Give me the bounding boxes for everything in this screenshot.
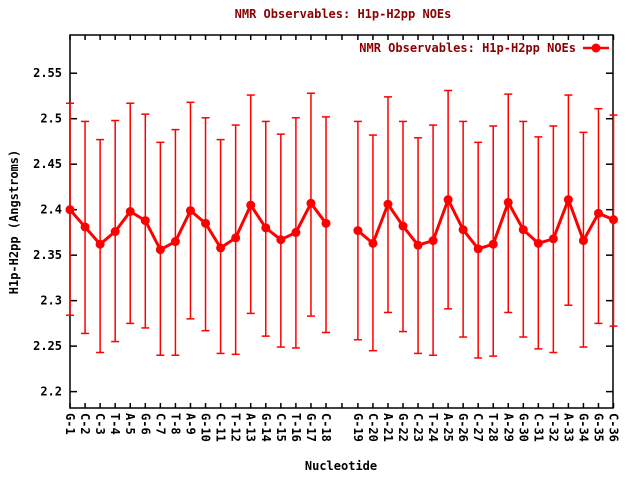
data-line-segment [356,198,615,251]
data-point-marker [398,221,408,231]
data-point-marker [170,237,180,247]
x-tick-label: G-14 [259,413,273,442]
y-tick-label: 2.5 [40,112,62,126]
x-tick-label: C-3 [93,413,107,435]
x-tick-label: C-15 [274,413,288,442]
data-point-marker [125,206,135,216]
data-point-marker [306,198,316,208]
data-point-marker [185,206,195,216]
y-tick-label: 2.4 [40,203,62,217]
x-tick-label: G-1 [63,413,77,435]
x-tick-label: C-2 [78,413,92,435]
x-tick-label: G-35 [591,413,605,442]
data-point-marker [261,223,271,233]
plot-border [69,34,614,409]
data-point-marker [321,218,331,228]
x-tick-label: T-8 [168,413,182,435]
data-point-marker [593,208,603,218]
data-point-marker [428,236,438,246]
y-tick-label: 2.25 [33,339,62,353]
data-point-marker [458,225,468,235]
x-tick-label: G-34 [576,413,590,442]
x-tick-label: T-24 [426,413,440,442]
data-point-marker [110,227,120,237]
data-point-marker [231,233,241,243]
x-tick-label: C-18 [319,413,333,442]
y-tick-label: 2.55 [33,66,62,80]
y-tick-label: 2.35 [33,248,62,262]
y-tick-label: 2.3 [40,294,62,308]
data-point-marker [95,239,105,249]
data-point-marker [383,199,393,209]
x-tick-label: C-20 [366,413,380,442]
data-point-marker [488,239,498,249]
data-point-marker [216,243,226,253]
data-line-segment [68,201,328,252]
x-tick-label: T-4 [108,413,122,435]
x-tick-label: A-33 [561,413,575,442]
x-tick-label: G-10 [199,413,213,442]
data-point-marker [578,236,588,246]
x-tick-label: A-5 [123,413,137,435]
legend-label: NMR Observables: H1p-H2pp NOEs [359,41,576,55]
x-tick-label: A-25 [441,413,455,442]
x-tick-label: C-36 [606,413,620,442]
x-tick-label: T-12 [229,413,243,442]
x-tick-label: G-22 [396,413,410,442]
y-tick-label: 2.45 [33,157,62,171]
data-point-marker [276,235,286,245]
legend-line-marker-icon [583,43,609,53]
x-tick-label: C-31 [531,413,545,442]
x-tick-label: C-23 [411,413,425,442]
x-tick-label: G-19 [351,413,365,442]
data-point-marker [563,195,573,205]
data-point-marker [140,216,150,226]
data-point-marker [533,238,543,248]
x-tick-label: C-11 [214,413,228,442]
data-point-marker [503,197,513,207]
x-tick-label: A-9 [183,413,197,435]
data-point-marker [518,225,528,235]
data-point-marker [155,245,165,255]
data-point-marker [80,222,90,232]
data-point-marker [353,226,363,236]
x-tick-label: T-28 [486,413,500,442]
data-point-marker [201,218,211,228]
data-point-marker [548,234,558,244]
data-point-marker [608,215,618,225]
x-tick-label: A-29 [501,413,515,442]
x-tick-label: A-13 [244,413,258,442]
chart-title: NMR Observables: H1p-H2pp NOEs [234,7,452,21]
legend: NMR Observables: H1p-H2pp NOEs [359,41,609,55]
data-point-marker [473,244,483,254]
y-tick-label: 2.2 [40,385,62,399]
data-point-marker [413,240,423,250]
x-tick-label: C-27 [471,413,485,442]
x-tick-label: G-17 [304,413,318,442]
x-tick-label: G-30 [516,413,530,442]
x-tick-label: T-32 [546,413,560,442]
data-point-marker [368,238,378,248]
data-point-marker [246,200,256,210]
x-axis-label: Nucleotide [304,459,378,473]
data-point-marker [65,205,75,215]
x-tick-label: C-7 [153,413,167,435]
data-point-marker [443,195,453,205]
x-tick-label: G-26 [456,413,470,442]
x-tick-label: T-16 [289,413,303,442]
x-tick-label: A-21 [381,413,395,442]
data-point-marker [291,227,301,237]
x-tick-label: G-6 [138,413,152,435]
